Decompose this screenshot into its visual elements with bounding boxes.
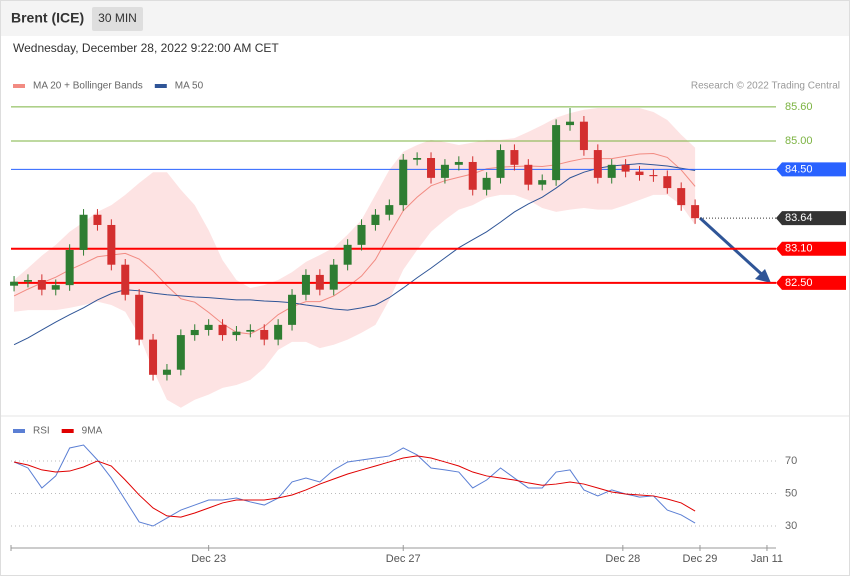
candle-body	[315, 274, 324, 290]
candle-body	[371, 214, 380, 225]
candle-body	[677, 188, 686, 206]
price-level-label: 83.64	[785, 212, 813, 224]
legend-swatch	[61, 429, 74, 433]
candle-body	[593, 150, 602, 178]
candle-body	[413, 158, 422, 160]
candle-body	[176, 335, 185, 370]
legend-swatch	[154, 84, 167, 88]
candle-body	[607, 164, 616, 178]
x-tick-label: Dec 28	[605, 553, 640, 565]
indicator-line	[13, 444, 696, 527]
candle-body	[399, 159, 408, 206]
candle-body	[37, 280, 46, 290]
indicator-line	[13, 455, 696, 518]
candle-body	[135, 294, 144, 340]
candle-body	[301, 274, 310, 295]
candle-body	[232, 331, 241, 336]
x-tick-label: Jan 11	[751, 553, 783, 565]
candle-body	[454, 161, 463, 165]
candle-body	[468, 161, 477, 190]
candle-body	[427, 158, 436, 178]
price-level-label: 85.00	[785, 135, 813, 147]
interval-badge	[92, 7, 143, 31]
candle-body	[218, 324, 227, 336]
candle-body	[510, 150, 519, 165]
price-level-tag	[776, 275, 846, 290]
candle-body	[621, 164, 630, 172]
candle-body	[23, 280, 32, 282]
forecast-arrowhead	[755, 269, 771, 283]
instrument-title: Brent (ICE)	[11, 10, 84, 26]
legend-swatch	[13, 429, 25, 433]
candle-body	[343, 244, 352, 265]
candle-body	[663, 176, 672, 189]
candle-body	[93, 214, 102, 225]
price-level-tag	[776, 211, 846, 226]
candle-body	[579, 121, 588, 151]
legend-swatch	[13, 84, 25, 88]
interval: 30 MIN	[98, 11, 137, 25]
price-level-label: 85.60	[785, 101, 813, 113]
price-level-label: 84.50	[785, 163, 813, 175]
candle-body	[538, 180, 547, 185]
x-tick-label: Dec 27	[386, 553, 421, 565]
x-tick-label: Dec 29	[683, 553, 718, 565]
candle-body	[65, 249, 74, 286]
candle-body	[10, 281, 19, 286]
candle-body	[274, 324, 283, 340]
x-tick-label: Dec 23	[191, 553, 226, 565]
price-level-tag	[776, 241, 846, 256]
y-tick-label: 70	[785, 455, 797, 467]
candle-body	[162, 369, 171, 375]
candle-body	[440, 164, 449, 178]
moving-average	[13, 152, 696, 335]
candle-body	[566, 121, 575, 126]
legend-label: 9MA	[82, 426, 103, 437]
date: Wednesday, December 28, 2022 9:22:00 AM …	[13, 41, 279, 55]
legend-label: RSI	[33, 426, 50, 437]
candle-body	[121, 264, 130, 295]
candle-body	[496, 150, 505, 178]
candle-body	[107, 224, 116, 265]
candle-body	[204, 324, 213, 330]
y-tick-label: 30	[785, 520, 797, 532]
candle-body	[288, 294, 297, 325]
price-level-label: 83.10	[785, 243, 813, 255]
candle-body	[385, 205, 394, 215]
candle-body	[649, 175, 658, 177]
candle-body	[51, 285, 60, 290]
candle-body	[482, 177, 491, 190]
candle-body	[246, 329, 255, 332]
price-level-tag	[776, 162, 846, 177]
legend-label: MA 50	[175, 81, 204, 92]
candle-body	[79, 214, 88, 250]
legend-label: MA 20 + Bollinger Bands	[33, 81, 143, 92]
y-tick-label: 50	[785, 487, 797, 499]
price-level-label: 82.50	[785, 277, 813, 289]
candle-body	[190, 329, 199, 336]
candle-body	[524, 164, 533, 185]
candle-body	[691, 205, 700, 219]
candle-body	[329, 264, 338, 290]
candle-body	[149, 339, 158, 375]
candle-body	[260, 329, 269, 340]
candle-body	[635, 171, 644, 176]
candle-body	[552, 125, 561, 181]
candle-body	[357, 224, 366, 245]
credit: Research © 2022 Trading Central	[691, 81, 840, 92]
